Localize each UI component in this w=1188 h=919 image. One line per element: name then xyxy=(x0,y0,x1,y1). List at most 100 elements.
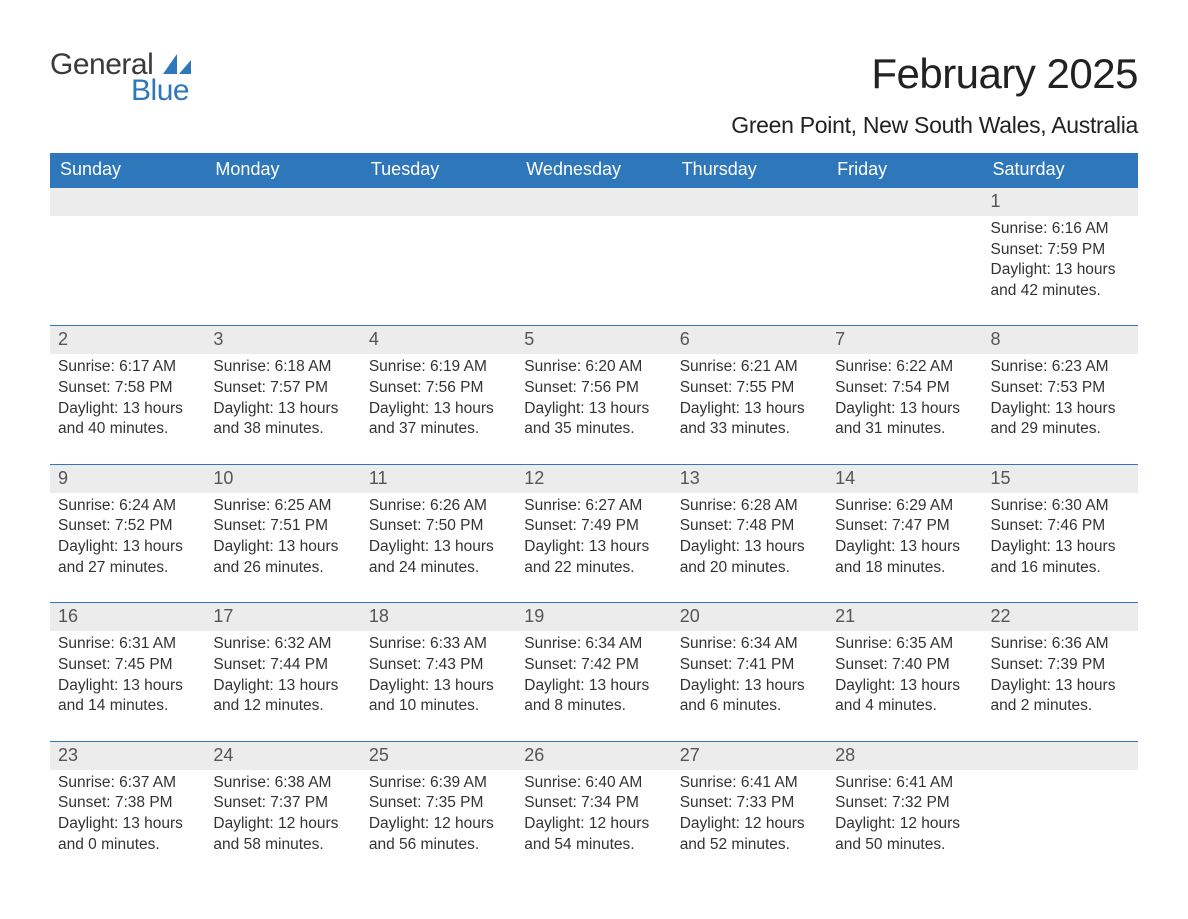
calendar-table: SundayMondayTuesdayWednesdayThursdayFrid… xyxy=(50,153,1138,879)
sunset-line: Sunset: 7:55 PM xyxy=(680,378,819,399)
day-info: Sunrise: 6:29 AMSunset: 7:47 PMDaylight:… xyxy=(835,496,974,578)
day-cell-28: Sunrise: 6:41 AMSunset: 7:32 PMDaylight:… xyxy=(827,770,982,879)
daynum-empty xyxy=(50,188,205,217)
daynum-21: 21 xyxy=(827,603,982,632)
day-cell-3: Sunrise: 6:18 AMSunset: 7:57 PMDaylight:… xyxy=(205,354,360,464)
daynum-15: 15 xyxy=(983,464,1138,493)
daylight-line: Daylight: 13 hours and 20 minutes. xyxy=(680,537,819,578)
daylight-line: Daylight: 13 hours and 6 minutes. xyxy=(680,676,819,717)
daylight-line: Daylight: 12 hours and 54 minutes. xyxy=(524,814,663,855)
daylight-line: Daylight: 13 hours and 0 minutes. xyxy=(58,814,197,855)
day-cell-24: Sunrise: 6:38 AMSunset: 7:37 PMDaylight:… xyxy=(205,770,360,879)
content-row: Sunrise: 6:37 AMSunset: 7:38 PMDaylight:… xyxy=(50,770,1138,879)
weekday-wednesday: Wednesday xyxy=(516,153,671,188)
daynum-empty xyxy=(672,188,827,217)
daynum-empty xyxy=(827,188,982,217)
sunset-line: Sunset: 7:48 PM xyxy=(680,516,819,537)
day-cell-empty xyxy=(50,216,205,326)
day-cell-6: Sunrise: 6:21 AMSunset: 7:55 PMDaylight:… xyxy=(672,354,827,464)
daylight-line: Daylight: 13 hours and 18 minutes. xyxy=(835,537,974,578)
content-row: Sunrise: 6:17 AMSunset: 7:58 PMDaylight:… xyxy=(50,354,1138,464)
day-cell-25: Sunrise: 6:39 AMSunset: 7:35 PMDaylight:… xyxy=(361,770,516,879)
daynum-row: 16171819202122 xyxy=(50,603,1138,632)
sunset-line: Sunset: 7:33 PM xyxy=(680,793,819,814)
day-info: Sunrise: 6:26 AMSunset: 7:50 PMDaylight:… xyxy=(369,496,508,578)
sail-icon xyxy=(163,54,191,74)
location-label: Green Point, New South Wales, Australia xyxy=(731,112,1138,139)
daynum-9: 9 xyxy=(50,464,205,493)
sunrise-line: Sunrise: 6:31 AM xyxy=(58,634,197,655)
weekday-thursday: Thursday xyxy=(672,153,827,188)
daynum-8: 8 xyxy=(983,326,1138,355)
sunset-line: Sunset: 7:39 PM xyxy=(991,655,1130,676)
sunrise-line: Sunrise: 6:21 AM xyxy=(680,357,819,378)
day-info: Sunrise: 6:35 AMSunset: 7:40 PMDaylight:… xyxy=(835,634,974,716)
sunset-line: Sunset: 7:50 PM xyxy=(369,516,508,537)
daynum-28: 28 xyxy=(827,741,982,770)
daynum-17: 17 xyxy=(205,603,360,632)
daynum-row: 2345678 xyxy=(50,326,1138,355)
daynum-row: 1 xyxy=(50,188,1138,217)
sunrise-line: Sunrise: 6:23 AM xyxy=(991,357,1130,378)
day-info: Sunrise: 6:28 AMSunset: 7:48 PMDaylight:… xyxy=(680,496,819,578)
day-info: Sunrise: 6:41 AMSunset: 7:33 PMDaylight:… xyxy=(680,773,819,855)
sunrise-line: Sunrise: 6:41 AM xyxy=(835,773,974,794)
day-cell-empty xyxy=(672,216,827,326)
daynum-20: 20 xyxy=(672,603,827,632)
sunset-line: Sunset: 7:54 PM xyxy=(835,378,974,399)
sunset-line: Sunset: 7:35 PM xyxy=(369,793,508,814)
daynum-2: 2 xyxy=(50,326,205,355)
sunset-line: Sunset: 7:44 PM xyxy=(213,655,352,676)
day-cell-18: Sunrise: 6:33 AMSunset: 7:43 PMDaylight:… xyxy=(361,631,516,741)
daylight-line: Daylight: 12 hours and 50 minutes. xyxy=(835,814,974,855)
sunrise-line: Sunrise: 6:28 AM xyxy=(680,496,819,517)
sunrise-line: Sunrise: 6:34 AM xyxy=(524,634,663,655)
sunset-line: Sunset: 7:51 PM xyxy=(213,516,352,537)
daynum-22: 22 xyxy=(983,603,1138,632)
day-info: Sunrise: 6:37 AMSunset: 7:38 PMDaylight:… xyxy=(58,773,197,855)
day-cell-17: Sunrise: 6:32 AMSunset: 7:44 PMDaylight:… xyxy=(205,631,360,741)
day-info: Sunrise: 6:38 AMSunset: 7:37 PMDaylight:… xyxy=(213,773,352,855)
day-info: Sunrise: 6:25 AMSunset: 7:51 PMDaylight:… xyxy=(213,496,352,578)
sunset-line: Sunset: 7:56 PM xyxy=(369,378,508,399)
sunset-line: Sunset: 7:47 PM xyxy=(835,516,974,537)
sunrise-line: Sunrise: 6:36 AM xyxy=(991,634,1130,655)
daynum-25: 25 xyxy=(361,741,516,770)
day-info: Sunrise: 6:39 AMSunset: 7:35 PMDaylight:… xyxy=(369,773,508,855)
daynum-26: 26 xyxy=(516,741,671,770)
sunset-line: Sunset: 7:42 PM xyxy=(524,655,663,676)
day-info: Sunrise: 6:30 AMSunset: 7:46 PMDaylight:… xyxy=(991,496,1130,578)
daynum-24: 24 xyxy=(205,741,360,770)
weekday-row: SundayMondayTuesdayWednesdayThursdayFrid… xyxy=(50,153,1138,188)
daynum-12: 12 xyxy=(516,464,671,493)
daylight-line: Daylight: 13 hours and 40 minutes. xyxy=(58,399,197,440)
daylight-line: Daylight: 13 hours and 12 minutes. xyxy=(213,676,352,717)
sunrise-line: Sunrise: 6:20 AM xyxy=(524,357,663,378)
daynum-7: 7 xyxy=(827,326,982,355)
daylight-line: Daylight: 13 hours and 10 minutes. xyxy=(369,676,508,717)
sunrise-line: Sunrise: 6:39 AM xyxy=(369,773,508,794)
sunrise-line: Sunrise: 6:41 AM xyxy=(680,773,819,794)
daynum-empty xyxy=(516,188,671,217)
sunset-line: Sunset: 7:45 PM xyxy=(58,655,197,676)
sunrise-line: Sunrise: 6:26 AM xyxy=(369,496,508,517)
sunrise-line: Sunrise: 6:40 AM xyxy=(524,773,663,794)
day-cell-5: Sunrise: 6:20 AMSunset: 7:56 PMDaylight:… xyxy=(516,354,671,464)
weekday-friday: Friday xyxy=(827,153,982,188)
daylight-line: Daylight: 13 hours and 42 minutes. xyxy=(991,260,1130,301)
header-row: General Blue February 2025 Green Point, … xyxy=(50,50,1138,139)
content-row: Sunrise: 6:16 AMSunset: 7:59 PMDaylight:… xyxy=(50,216,1138,326)
calendar-body: 1Sunrise: 6:16 AMSunset: 7:59 PMDaylight… xyxy=(50,188,1138,880)
weekday-sunday: Sunday xyxy=(50,153,205,188)
day-cell-21: Sunrise: 6:35 AMSunset: 7:40 PMDaylight:… xyxy=(827,631,982,741)
sunrise-line: Sunrise: 6:37 AM xyxy=(58,773,197,794)
sunset-line: Sunset: 7:41 PM xyxy=(680,655,819,676)
sunrise-line: Sunrise: 6:27 AM xyxy=(524,496,663,517)
daylight-line: Daylight: 13 hours and 4 minutes. xyxy=(835,676,974,717)
day-info: Sunrise: 6:24 AMSunset: 7:52 PMDaylight:… xyxy=(58,496,197,578)
sunset-line: Sunset: 7:46 PM xyxy=(991,516,1130,537)
daylight-line: Daylight: 13 hours and 2 minutes. xyxy=(991,676,1130,717)
day-cell-empty xyxy=(827,216,982,326)
day-cell-20: Sunrise: 6:34 AMSunset: 7:41 PMDaylight:… xyxy=(672,631,827,741)
daynum-row: 232425262728 xyxy=(50,741,1138,770)
